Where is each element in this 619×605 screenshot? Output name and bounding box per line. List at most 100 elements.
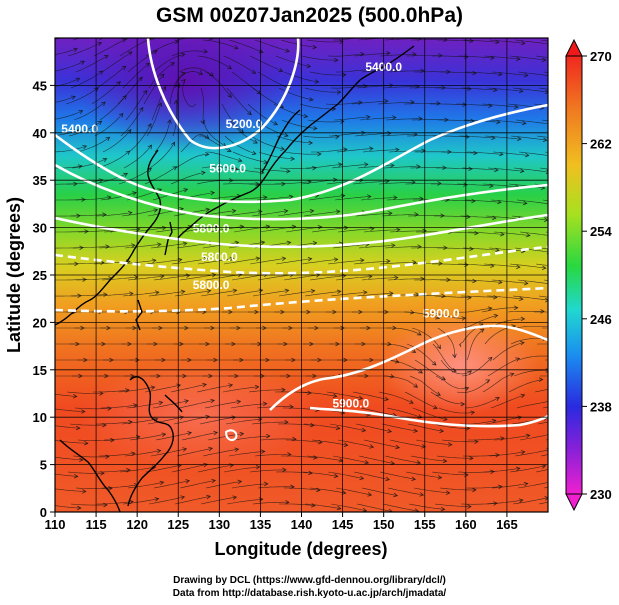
colorbar-min-arrow xyxy=(565,493,583,512)
streamline-arrowhead xyxy=(308,140,314,146)
streamline-arrowhead xyxy=(157,102,163,107)
streamline xyxy=(252,290,289,297)
y-axis-ticks: 0 5 10 15 20 25 30 35 40 45 xyxy=(33,78,55,520)
streamline-arrowhead xyxy=(237,479,243,485)
streamline-arrowhead xyxy=(332,393,338,398)
streamline-arrowhead xyxy=(498,279,503,285)
streamline-arrowhead xyxy=(255,464,261,470)
colorbar-tick-label: 230 xyxy=(590,487,612,502)
streamline-arrowhead xyxy=(102,158,108,163)
streamline xyxy=(117,77,143,105)
streamline-arrowhead xyxy=(493,294,498,300)
streamline xyxy=(55,440,88,444)
streamline-arrowhead xyxy=(254,384,260,390)
streamline-arrowhead xyxy=(73,473,79,479)
streamline xyxy=(493,231,530,236)
streamline-arrowhead xyxy=(180,289,186,295)
streamline xyxy=(410,455,447,462)
streamline xyxy=(307,119,344,123)
streamline xyxy=(299,103,336,110)
streamline xyxy=(431,471,468,476)
streamline xyxy=(96,421,132,425)
streamline xyxy=(170,384,207,393)
streamline-arrowhead xyxy=(366,114,371,120)
streamline-arrowhead xyxy=(391,38,395,40)
streamline-arrowhead xyxy=(231,208,237,214)
streamline-arrowhead xyxy=(493,313,499,319)
streamline xyxy=(286,439,322,443)
streamline xyxy=(275,258,312,265)
contour-label: 5600.0 xyxy=(209,162,246,176)
y-tick-label: 40 xyxy=(33,126,47,141)
streamline-arrowhead xyxy=(286,169,291,174)
streamline xyxy=(510,338,547,345)
x-tick-label: 150 xyxy=(373,517,395,532)
streamline-arrowhead xyxy=(515,357,521,362)
streamline xyxy=(515,119,548,125)
streamline xyxy=(226,87,252,115)
streamline xyxy=(465,279,502,283)
streamline-arrowhead xyxy=(127,210,133,216)
streamline-arrowhead xyxy=(187,431,193,436)
streamline xyxy=(355,423,392,432)
streamline-arrowhead xyxy=(312,165,317,171)
streamline xyxy=(465,486,502,489)
streamline xyxy=(127,50,158,73)
streamline xyxy=(275,55,311,67)
streamline-arrowhead xyxy=(523,481,529,487)
y-tick-label: 0 xyxy=(40,505,47,520)
streamline xyxy=(462,247,499,251)
streamline-arrowhead xyxy=(452,353,457,359)
x-tick-label: 110 xyxy=(45,517,66,532)
streamline xyxy=(429,311,466,319)
streamline xyxy=(535,469,548,473)
streamline-arrowhead xyxy=(341,273,347,279)
streamline-arrowhead xyxy=(78,32,82,36)
streamline xyxy=(379,262,417,265)
streamline xyxy=(465,71,502,75)
streamline xyxy=(352,180,389,185)
streamline-arrowhead xyxy=(336,90,342,95)
streamline xyxy=(228,451,265,457)
streamline xyxy=(406,343,437,366)
streamline xyxy=(326,391,363,399)
streamline xyxy=(540,247,548,250)
streamline xyxy=(518,355,548,361)
streamline xyxy=(431,183,468,186)
streamline xyxy=(326,179,363,185)
streamline xyxy=(259,438,297,441)
streamline xyxy=(540,39,548,42)
streamline xyxy=(67,179,103,185)
streamline-arrowhead xyxy=(439,428,445,434)
streamline xyxy=(55,145,87,153)
streamline xyxy=(325,102,362,105)
x-axis-ticks: 110 115 120 125 130 135 140 145 150 155 160 165 xyxy=(45,512,518,532)
streamline-arrowhead xyxy=(259,170,265,175)
streamline xyxy=(121,418,158,425)
streamline-arrowhead xyxy=(160,73,165,79)
streamline xyxy=(518,151,548,156)
streamline-arrowhead xyxy=(103,55,109,60)
streamline xyxy=(55,473,78,477)
streamline xyxy=(441,151,478,154)
streamline-arrowhead xyxy=(127,129,132,134)
streamline-arrowhead xyxy=(182,241,188,247)
streamline xyxy=(361,487,398,496)
streamline xyxy=(360,407,397,416)
streamline xyxy=(103,436,140,441)
streamline-arrowhead xyxy=(470,118,475,124)
streamline-arrowhead xyxy=(388,211,393,216)
streamline-arrowhead xyxy=(77,164,83,169)
streamline xyxy=(462,454,500,457)
streamline xyxy=(434,215,471,218)
colorbar-tick-label: 238 xyxy=(590,399,612,414)
streamline xyxy=(100,404,137,409)
streamline-arrowhead xyxy=(236,399,242,405)
streamline xyxy=(69,423,107,426)
streamline xyxy=(455,307,492,313)
streamline-arrowhead xyxy=(263,195,268,200)
streamline-arrowhead xyxy=(487,356,493,362)
streamline xyxy=(519,231,548,236)
streamline xyxy=(304,291,341,297)
streamline xyxy=(129,433,166,441)
